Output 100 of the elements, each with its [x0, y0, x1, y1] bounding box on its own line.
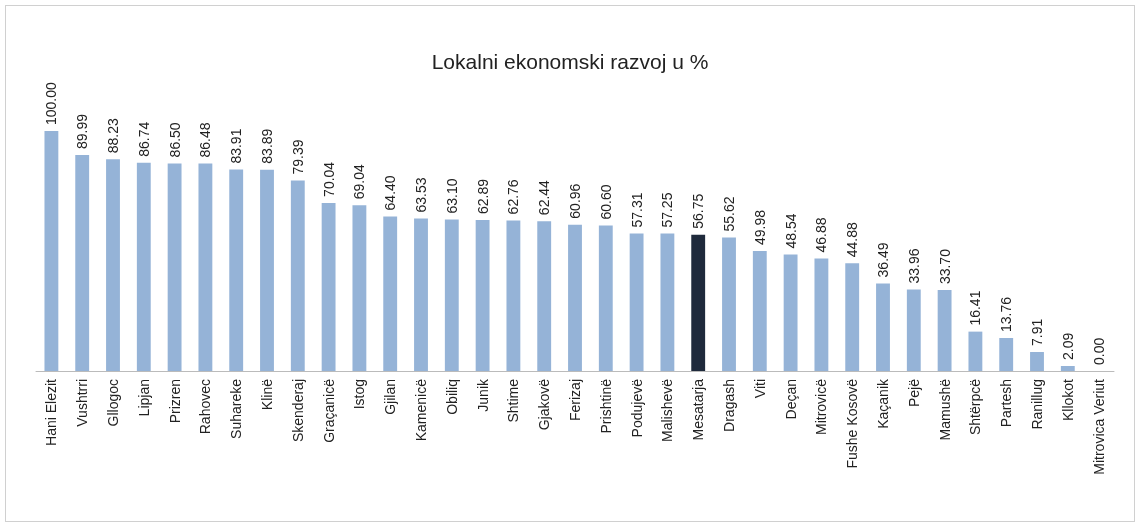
data-label: 7.91: [1029, 318, 1045, 347]
data-label: 36.49: [875, 242, 891, 278]
bar: [568, 224, 582, 371]
data-label: 62.76: [505, 179, 522, 215]
data-label: 57.31: [628, 192, 645, 228]
bar: [229, 169, 244, 371]
data-label: 60.96: [567, 183, 583, 219]
data-label: 55.62: [721, 196, 737, 232]
x-tick-label: Mitrovica Veriut: [1090, 378, 1107, 475]
data-label: 63.10: [443, 178, 460, 214]
data-label: 83.91: [228, 128, 245, 164]
bar: [44, 131, 59, 371]
bar: [75, 155, 90, 371]
x-tick-label: Mitrovicë: [813, 378, 830, 436]
x-tick-label: Graçanicë: [320, 378, 337, 443]
x-tick-label: Fushe Kosovë: [844, 378, 861, 469]
bar: [475, 220, 490, 371]
data-label: 86.50: [166, 122, 183, 158]
bar: [290, 180, 305, 371]
data-label: 49.98: [751, 209, 768, 246]
data-label: 57.25: [659, 192, 676, 228]
bar: [783, 254, 798, 371]
data-label: 56.75: [690, 193, 707, 229]
x-tick-label: Obiliq: [443, 379, 460, 415]
x-tick-label: Partesh: [998, 379, 1015, 428]
x-tick-label: Kamenicë: [413, 378, 429, 442]
data-label: 33.70: [936, 248, 953, 285]
x-tick-label: Mesatarja: [690, 378, 707, 441]
data-label: 70.04: [320, 161, 337, 197]
x-tick-label: Kllokot: [1059, 378, 1076, 422]
data-label: 83.89: [259, 128, 275, 164]
bar: [506, 220, 521, 371]
bar: [814, 258, 829, 371]
bar: [845, 263, 860, 371]
x-tick-label: Kaçanik: [875, 378, 891, 429]
x-tick-label: Shtërpcë: [967, 378, 984, 436]
bar: [999, 337, 1014, 371]
data-label: 33.96: [905, 248, 922, 284]
data-label: 2.09: [1059, 332, 1076, 360]
bar: [660, 233, 675, 371]
x-tick-label: Klinë: [259, 378, 275, 411]
x-tick-label: Malishevë: [659, 378, 676, 443]
bar: [722, 237, 736, 371]
x-tick-label: Suhareke: [228, 378, 245, 439]
bar: [106, 159, 120, 371]
bar: [968, 331, 983, 371]
data-label: 46.88: [813, 217, 830, 253]
x-tick-label: Istog: [351, 379, 368, 410]
data-label: 0.00: [1090, 337, 1107, 365]
data-label: 64.40: [382, 175, 399, 211]
data-label: 86.74: [135, 121, 152, 157]
bar: [260, 169, 274, 371]
x-tick-label: Pejë: [905, 378, 922, 408]
x-tick-label: Prishtinë: [597, 378, 614, 434]
bar: [906, 289, 921, 371]
x-tick-label: Viti: [751, 379, 768, 399]
data-label: 79.39: [289, 139, 306, 175]
data-label: 16.41: [967, 290, 984, 326]
bar: [629, 233, 644, 371]
x-tick-label: Gjakovë: [536, 378, 553, 431]
bar: [537, 221, 552, 371]
data-label: 69.04: [351, 164, 368, 200]
bar: [598, 225, 613, 371]
x-tick-label: Hani Elezit: [43, 378, 60, 446]
bar: [1060, 365, 1075, 371]
bar: [752, 251, 767, 371]
x-tick-label: Vushtrri: [74, 379, 91, 427]
x-tick-label: Junik: [474, 378, 491, 412]
x-tick-label: Mamushë: [936, 378, 953, 441]
x-tick-label: Podujevë: [628, 378, 645, 438]
x-tick-label: Prizren: [166, 379, 183, 424]
x-tick-label: Ranillug: [1029, 379, 1045, 430]
bar: [352, 205, 367, 371]
data-label: 62.89: [474, 178, 491, 215]
bar: [691, 234, 706, 371]
x-tick-label: Gjilan: [382, 379, 399, 415]
data-label: 89.99: [74, 113, 91, 150]
data-label: 100.00: [43, 81, 60, 125]
data-label: 86.48: [197, 122, 214, 158]
data-label: 48.54: [782, 213, 799, 249]
bar: [198, 163, 213, 371]
x-tick-label: Gllogoc: [105, 379, 121, 427]
x-tick-label: Lipjan: [135, 379, 152, 417]
x-tick-label: Shtime: [505, 378, 522, 423]
data-label: 88.23: [105, 118, 121, 154]
x-tick-label: Ferizaj: [567, 379, 583, 422]
data-label: 62.44: [536, 179, 553, 216]
bar: [167, 163, 182, 371]
x-tick-label: Dragash: [721, 379, 737, 432]
bar: [876, 283, 890, 371]
x-tick-label: Deçan: [782, 379, 799, 420]
x-tick-label: Skenderaj: [289, 379, 306, 443]
bar: [937, 290, 952, 371]
bar: [321, 202, 336, 371]
data-label: 13.76: [998, 296, 1015, 332]
bar: [414, 218, 428, 371]
bar: [1030, 352, 1044, 371]
chart-title: Lokalni ekonomski razvoj u %: [431, 50, 709, 73]
data-label: 44.88: [844, 222, 861, 258]
x-tick-label: Rahovec: [197, 379, 214, 435]
